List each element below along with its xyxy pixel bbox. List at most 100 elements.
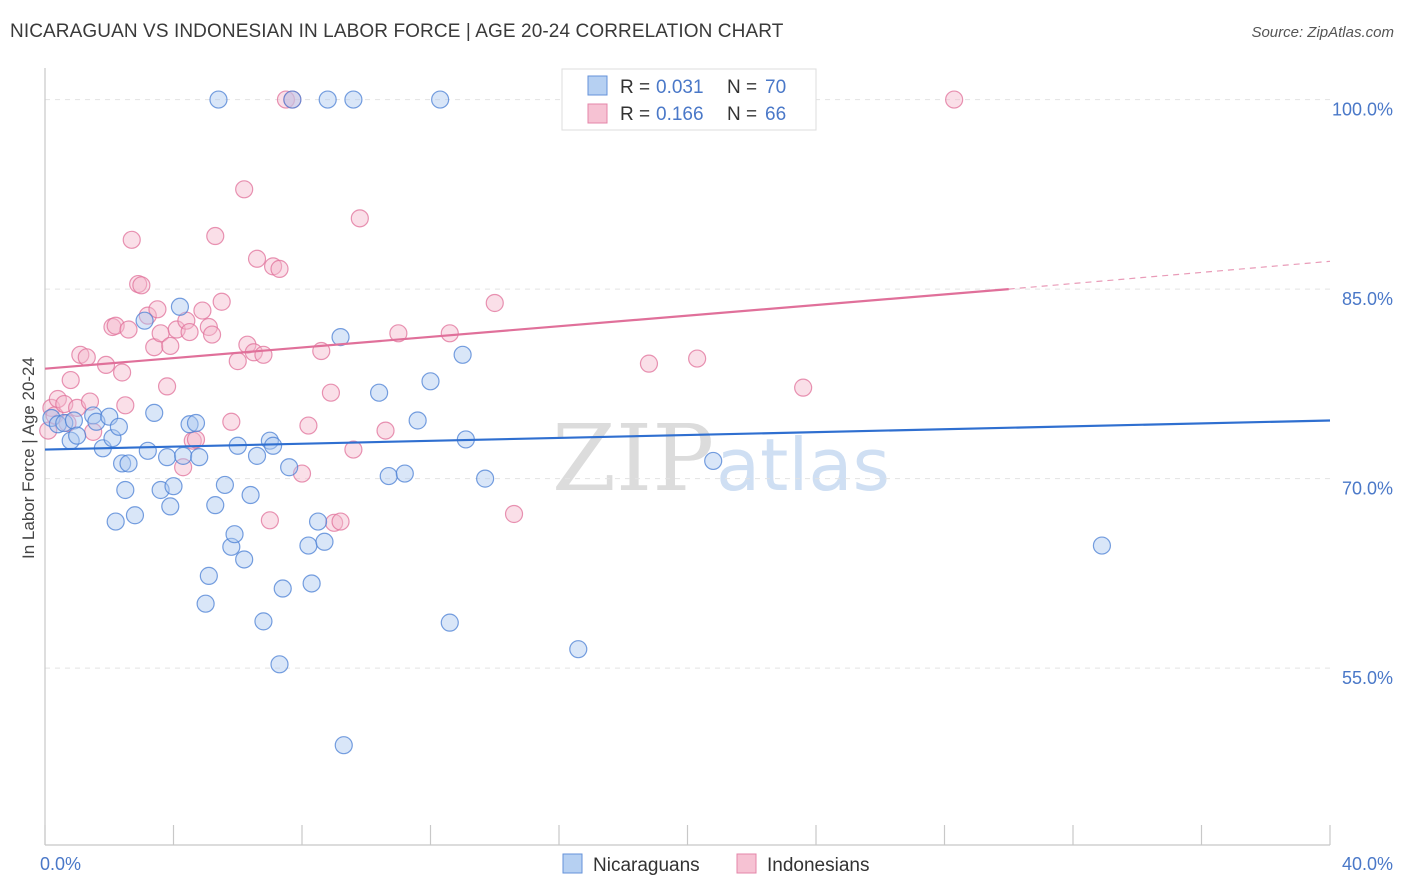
nicaraguans-point-53: [334, 736, 353, 755]
nicaraguans-point-50: [315, 532, 334, 551]
legend-r-label-nicaraguans: R =: [620, 77, 650, 98]
indonesians-point-18: [122, 230, 141, 249]
legend-n-value-indonesians: 66: [765, 104, 786, 125]
nicaraguans-point-29: [199, 566, 218, 585]
nicaraguans-point-33: [215, 475, 234, 495]
legend-r-label-indonesians: R =: [620, 104, 650, 125]
legend-r-value-nicaraguans: 0.031: [656, 77, 704, 98]
indonesians-point-48: [276, 90, 296, 109]
nicaraguans-point-30: [196, 594, 215, 613]
nicaraguans-trend-line: [44, 419, 1331, 451]
nicaraguans-point-13: [112, 454, 132, 473]
nicaraguans-point-55: [370, 383, 389, 402]
nicaraguans-point-40: [254, 612, 273, 631]
indonesians-point-55: [331, 512, 350, 531]
nicaraguans-point-67: [704, 451, 723, 471]
nicaraguans-point-44: [273, 579, 292, 598]
nicaraguans-point-59: [421, 372, 440, 391]
nicaraguans-point-17: [135, 311, 154, 330]
watermark-zip: ZIP: [552, 405, 714, 512]
nicaraguans-point-28: [190, 448, 209, 467]
x-tick-labels: 0.0% 40.0%: [40, 854, 1393, 874]
nicaraguans-point-46: [283, 90, 302, 109]
indonesians-trend-line: [44, 288, 1009, 370]
indonesians-point-54: [325, 513, 344, 532]
indonesians-point-45: [260, 511, 279, 530]
indonesians-point-51: [299, 416, 318, 435]
nicaraguans-point-4: [64, 411, 84, 430]
x-tick-label-0: 0.0%: [40, 854, 81, 874]
y-tick-label-2: 85.0%: [1342, 289, 1393, 309]
indonesians-point-9: [77, 348, 96, 367]
indonesians-point-20: [132, 276, 151, 295]
indonesians-point-26: [161, 336, 180, 356]
nicaraguans-point-18: [138, 441, 157, 460]
nicaraguans-point-26: [180, 415, 199, 434]
nicaraguans-point-51: [318, 90, 337, 109]
indonesians-point-62: [504, 504, 524, 524]
indonesians-point-38: [222, 412, 241, 431]
indonesians-point-57: [350, 209, 369, 228]
series-legend-swatch-nicaraguans: [562, 853, 583, 874]
nicaraguans-point-19: [145, 403, 164, 423]
nicaraguans-point-45: [280, 458, 299, 477]
indonesians-point-43: [247, 249, 267, 268]
legend-swatch-indonesians: [587, 103, 608, 124]
nicaraguans-point-16: [125, 506, 145, 525]
indonesians-point-65: [794, 378, 813, 397]
nicaraguans-point-35: [225, 525, 244, 544]
y-tick-label-3: 100.0%: [1332, 100, 1393, 120]
indonesians-point-56: [344, 440, 363, 459]
nicaraguans-point-27: [186, 413, 206, 433]
chart-title: NICARAGUAN VS INDONESIAN IN LABOR FORCE …: [10, 21, 784, 42]
nicaraguans-point-61: [440, 613, 459, 632]
indonesians-point-6: [61, 370, 80, 390]
nicaraguans-point-24: [170, 297, 190, 316]
indonesians-point-39: [228, 352, 247, 371]
nicaraguans-point-25: [174, 446, 193, 465]
indonesians-point-44: [254, 345, 273, 364]
indonesians-point-53: [321, 383, 341, 402]
nicaraguans-point-58: [408, 411, 427, 430]
indonesians-point-16: [116, 396, 135, 415]
watermark: ZIP atlas: [552, 405, 890, 512]
series-legend-label-nicaraguans: Nicaraguans: [593, 855, 700, 876]
nicaraguans-point-60: [431, 90, 450, 109]
nicaraguans-point-39: [247, 446, 267, 465]
indonesians-trend-extension: [1008, 260, 1331, 290]
nicaraguans-point-21: [157, 448, 177, 467]
nicaraguans-point-14: [116, 480, 135, 500]
nicaraguans-point-11: [106, 512, 125, 531]
indonesians-point-25: [157, 377, 177, 396]
nicaraguans-point-43: [270, 655, 289, 674]
nicaraguans-point-22: [161, 497, 180, 516]
indonesians-point-60: [440, 324, 459, 343]
indonesians-point-47: [270, 259, 289, 278]
nicaraguans-point-65: [569, 640, 588, 659]
indonesians-point-30: [180, 322, 199, 342]
nicaraguans-point-64: [476, 469, 495, 488]
nicaraguans-point-10: [103, 429, 122, 448]
nicaraguans-point-31: [206, 496, 225, 515]
legend-swatch-nicaraguans: [587, 75, 608, 96]
indonesians-point-33: [193, 301, 212, 320]
legend-r-value-indonesians: 0.166: [656, 104, 704, 125]
nicaraguans-point-57: [395, 464, 414, 483]
y-tick-labels: 55.0% 70.0% 85.0% 100.0%: [1332, 100, 1393, 689]
indonesians-point-61: [485, 293, 504, 313]
y-tick-label-1: 70.0%: [1342, 479, 1393, 499]
nicaraguans-point-12: [109, 417, 128, 436]
indonesians-point-58: [376, 421, 395, 440]
indonesians-point-59: [389, 324, 408, 343]
nicaraguans-point-49: [308, 512, 328, 531]
chart-source: Source: ZipAtlas.com: [1251, 24, 1394, 41]
nicaraguans-point-56: [379, 466, 398, 486]
indonesians-point-63: [639, 354, 659, 373]
indonesians-point-15: [112, 363, 132, 382]
indonesians-point-37: [212, 292, 231, 311]
indonesians-point-21: [138, 306, 157, 325]
trend-lines: [44, 260, 1331, 451]
indonesians-points: [39, 90, 964, 532]
legend-n-label-indonesians: N =: [727, 104, 757, 125]
